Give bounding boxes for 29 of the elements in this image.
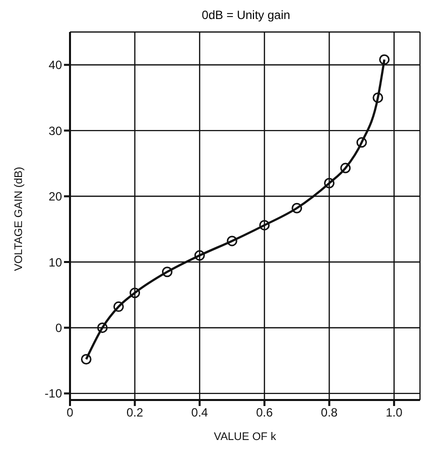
point xyxy=(379,54,390,65)
point xyxy=(259,220,270,230)
y-axis-title: VOLTAGE GAIN (dB) xyxy=(12,166,25,271)
point xyxy=(130,288,140,298)
y-tick-label: 40 xyxy=(48,58,62,72)
point xyxy=(372,92,384,103)
point xyxy=(340,162,351,174)
point xyxy=(292,202,302,214)
y-tick-label: 10 xyxy=(48,255,62,270)
x-tick-label: 1.0 xyxy=(386,406,403,420)
point xyxy=(226,236,238,246)
point xyxy=(162,266,172,278)
x-tick-label: 0 xyxy=(66,406,74,420)
point xyxy=(113,301,124,312)
point xyxy=(356,137,367,148)
y-tick-label: 30 xyxy=(48,124,62,138)
y-tick-label: 0 xyxy=(55,320,62,335)
x-axis-title: VALUE OF k xyxy=(214,431,277,443)
x-tick-label: 0.6 xyxy=(256,406,274,420)
x-tick-label: 0.4 xyxy=(191,406,208,420)
y-tick-label: -10 xyxy=(44,386,62,401)
point xyxy=(324,178,335,188)
point xyxy=(97,322,108,333)
chart-title: 0dB = Unity gain xyxy=(200,8,292,24)
x-tick-label: 0.2 xyxy=(126,406,144,420)
x-tick-label: 0.8 xyxy=(320,406,338,420)
y-tick-label: 20 xyxy=(48,190,62,204)
point xyxy=(80,354,92,365)
point xyxy=(194,250,205,261)
